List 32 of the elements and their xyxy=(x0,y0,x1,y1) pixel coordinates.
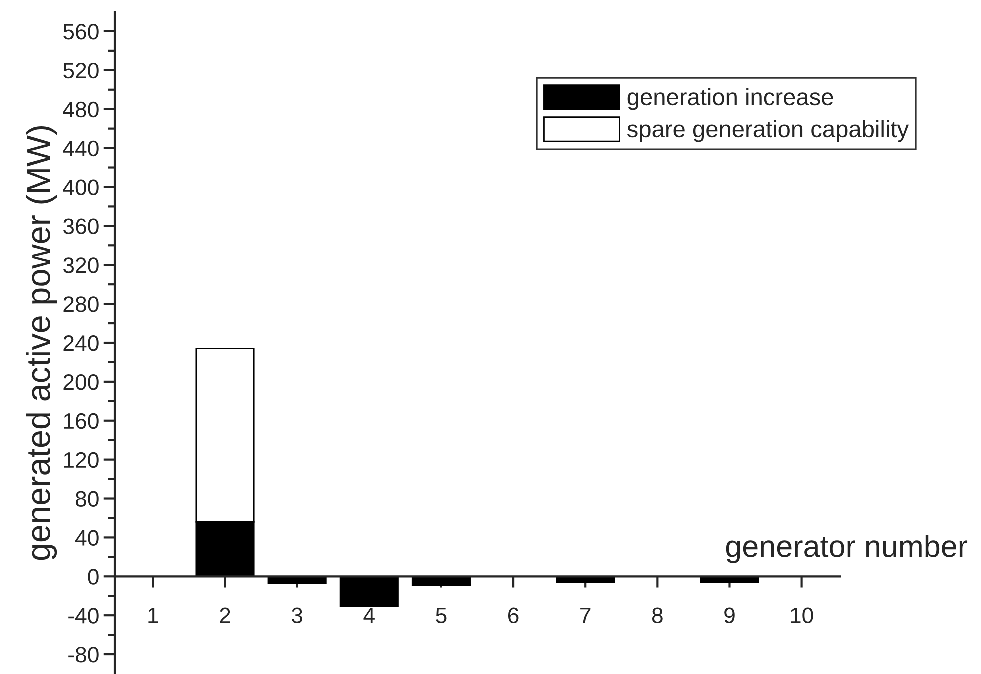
y-tick-label: 400 xyxy=(63,180,99,196)
y-tick-label: 320 xyxy=(63,258,99,274)
y-tick-label: 520 xyxy=(64,62,99,79)
legend-label: generation increase xyxy=(628,88,834,110)
x-tick-label: 3 xyxy=(292,608,303,624)
x-tick-label: 5 xyxy=(436,608,447,624)
legend-label: spare generation capability xyxy=(628,120,910,142)
y-tick-label: -40 xyxy=(68,608,99,624)
x-tick-label: 4 xyxy=(364,608,375,624)
x-tick-label: 6 xyxy=(508,608,519,624)
bar xyxy=(340,576,399,608)
y-tick-label: 480 xyxy=(63,102,99,118)
x-axis-title: generator number xyxy=(726,534,968,564)
y-tick-label: -80 xyxy=(68,647,99,663)
y-tick-label: 200 xyxy=(64,374,99,390)
y-tick-label: 160 xyxy=(64,413,99,430)
y-tick-label: 440 xyxy=(63,140,99,157)
y-tick-label: 80 xyxy=(76,491,99,508)
y-tick-label: 280 xyxy=(64,296,99,312)
x-tick-label: 8 xyxy=(652,608,663,624)
x-tick-label: 9 xyxy=(724,608,735,624)
y-tick-label: 240 xyxy=(64,336,99,352)
y-tick-label: 360 xyxy=(63,218,99,234)
y-axis-title: generated active power (MW) xyxy=(26,126,58,560)
y-tick-label: 0 xyxy=(88,569,99,585)
y-tick-label: 40 xyxy=(76,530,99,546)
y-tick-label: 560 xyxy=(64,24,99,40)
y-tick-label: 120 xyxy=(64,452,99,468)
x-tick-label: 10 xyxy=(791,608,814,624)
x-tick-label: 1 xyxy=(148,608,158,624)
x-tick-label: 2 xyxy=(220,608,230,624)
x-tick-label: 7 xyxy=(580,608,591,624)
